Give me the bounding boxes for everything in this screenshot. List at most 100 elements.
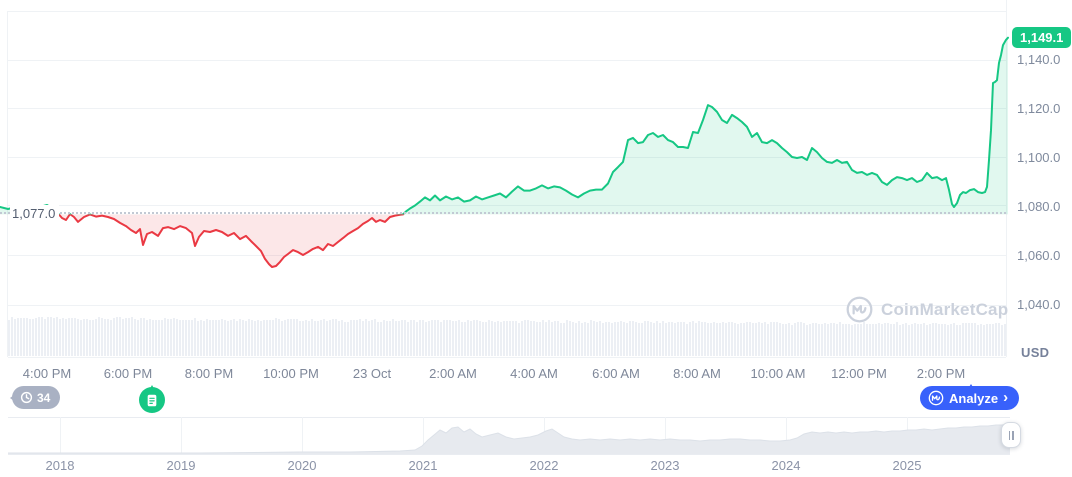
volume-bar bbox=[983, 324, 985, 356]
volume-bar bbox=[386, 321, 388, 356]
volume-bar bbox=[479, 321, 481, 356]
volume-bar bbox=[557, 320, 559, 356]
volume-bar bbox=[248, 318, 250, 356]
news-event-marker[interactable] bbox=[139, 385, 165, 413]
cmc-logo-icon bbox=[928, 390, 944, 406]
brush-year-gridline bbox=[786, 417, 787, 454]
brush-year-gridline bbox=[423, 417, 424, 454]
volume-bar bbox=[815, 322, 817, 356]
volume-bar bbox=[797, 321, 799, 356]
volume-bar bbox=[137, 319, 139, 356]
history-events-badge[interactable]: 34 bbox=[9, 386, 61, 409]
volume-bar bbox=[302, 321, 304, 356]
x-axis-tick-label: 10:00 PM bbox=[263, 366, 319, 381]
volume-bar bbox=[110, 319, 112, 356]
volume-bar bbox=[119, 317, 121, 356]
cmc-logo-icon bbox=[846, 296, 873, 323]
x-axis-tick-label: 6:00 PM bbox=[103, 366, 153, 381]
volume-bar bbox=[245, 320, 247, 356]
volume-bar bbox=[542, 320, 544, 356]
volume-bar bbox=[29, 319, 31, 356]
volume-bar bbox=[440, 322, 442, 356]
history-count: 34 bbox=[37, 390, 51, 405]
volume-bar bbox=[335, 318, 337, 356]
volume-bar bbox=[221, 319, 223, 356]
volume-bar bbox=[776, 321, 778, 356]
volume-bar bbox=[890, 323, 892, 356]
year-label: 2023 bbox=[650, 458, 680, 473]
analyze-button[interactable]: Analyze › bbox=[920, 384, 1020, 410]
volume-bar bbox=[623, 321, 625, 356]
y-axis-tick-label: 1,080.0 bbox=[1017, 199, 1061, 214]
volume-bar bbox=[83, 318, 85, 356]
price-line-chart bbox=[0, 36, 1009, 268]
volume-bar bbox=[341, 319, 343, 356]
volume-bar bbox=[968, 323, 970, 356]
volume-bar bbox=[545, 321, 547, 356]
volume-bar bbox=[122, 318, 124, 356]
volume-bar bbox=[26, 317, 28, 356]
volume-bar bbox=[629, 320, 631, 356]
volume-bar bbox=[455, 320, 457, 356]
volume-bar bbox=[365, 318, 367, 356]
volume-bar bbox=[572, 321, 574, 356]
volume-bar bbox=[617, 322, 619, 356]
volume-bar bbox=[728, 322, 730, 356]
volume-bar bbox=[506, 320, 508, 356]
volume-bar bbox=[683, 322, 685, 356]
volume-bar bbox=[938, 324, 940, 356]
volume-bar bbox=[92, 319, 94, 356]
volume-bar bbox=[827, 324, 829, 356]
y-axis-tick-label: 1,060.0 bbox=[1017, 248, 1061, 263]
year-label: 2024 bbox=[771, 458, 801, 473]
volume-bar bbox=[8, 319, 10, 356]
volume-bar bbox=[710, 323, 712, 356]
volume-bar bbox=[344, 321, 346, 356]
volume-bar bbox=[473, 319, 475, 356]
volume-bar bbox=[821, 324, 823, 356]
volume-bar bbox=[116, 317, 118, 356]
date-range-brush[interactable] bbox=[0, 417, 1012, 455]
volume-bar bbox=[668, 321, 670, 356]
volume-bar bbox=[911, 324, 913, 356]
brush-year-gridline bbox=[302, 417, 303, 454]
volume-bar bbox=[560, 323, 562, 356]
volume-bar bbox=[641, 322, 643, 356]
volume-bar bbox=[170, 319, 172, 356]
volume-bar bbox=[611, 322, 613, 356]
volume-bar bbox=[704, 321, 706, 356]
volume-bar bbox=[401, 319, 403, 356]
volume-bar bbox=[458, 319, 460, 356]
volume-bar bbox=[626, 322, 628, 356]
brush-bottom-border bbox=[8, 454, 1010, 455]
volume-bar bbox=[131, 317, 133, 356]
volume-bar bbox=[614, 321, 616, 356]
main-chart-plot[interactable]: 1,077.0 CoinMarketCap bbox=[0, 0, 1009, 360]
volume-bar bbox=[425, 321, 427, 356]
volume-bar bbox=[266, 319, 268, 356]
volume-bar bbox=[764, 322, 766, 356]
volume-bar bbox=[980, 324, 982, 356]
volume-bar bbox=[758, 322, 760, 356]
volume-bar bbox=[125, 317, 127, 356]
volume-bar bbox=[515, 320, 517, 356]
volume-bar bbox=[773, 321, 775, 356]
volume-bar bbox=[599, 320, 601, 356]
volume-bar bbox=[863, 322, 865, 356]
volume-bar bbox=[812, 322, 814, 356]
volume-bar bbox=[293, 319, 295, 356]
horizontal-gridline bbox=[8, 205, 1006, 206]
x-axis-tick-label: 8:00 AM bbox=[673, 366, 721, 381]
volume-bar bbox=[767, 324, 769, 356]
volume-bar bbox=[494, 322, 496, 356]
volume-bar bbox=[236, 320, 238, 356]
drag-handle-icon bbox=[1008, 430, 1010, 440]
volume-bar bbox=[413, 319, 415, 356]
volume-bar bbox=[635, 322, 637, 356]
volume-bar bbox=[47, 316, 49, 356]
volume-bar bbox=[143, 317, 145, 356]
volume-bar bbox=[314, 321, 316, 356]
volume-bar bbox=[77, 318, 79, 356]
brush-drag-handle[interactable] bbox=[1001, 422, 1021, 448]
